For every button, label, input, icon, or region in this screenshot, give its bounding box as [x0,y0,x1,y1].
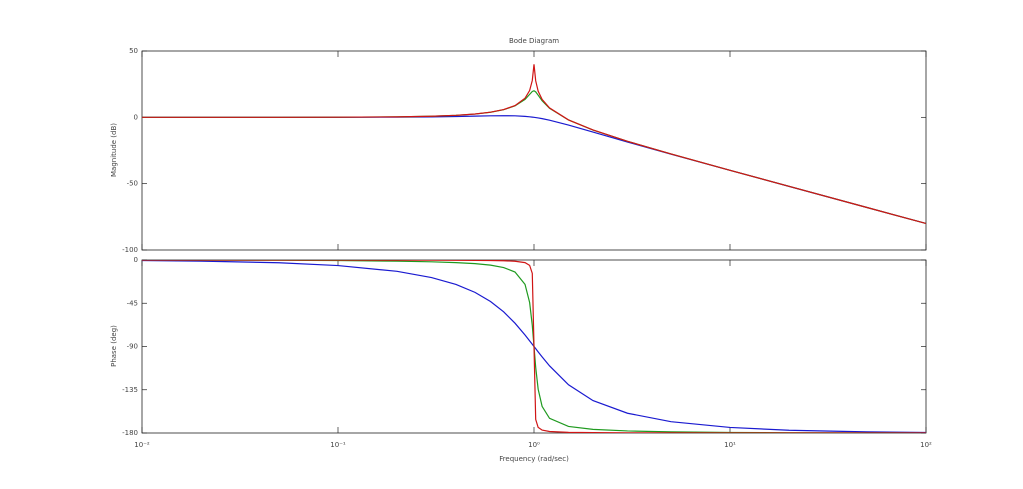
x-tick-label: 10⁰ [528,441,540,449]
y-tick-label: -90 [127,343,138,351]
x-axis-label: Frequency (rad/sec) [499,455,569,463]
series-line [142,260,926,433]
y-tick-label: -135 [122,386,138,394]
y-tick-label: 50 [129,47,138,55]
y-tick-label: -180 [122,429,138,437]
y-tick-label: -50 [127,180,138,188]
series-line [142,64,926,225]
series-line [142,260,926,433]
y-tick-label: 0 [134,256,138,264]
y-tick-label: -100 [122,246,138,254]
plot-frame [141,259,927,434]
y-tick-label: 0 [134,113,138,121]
x-tick-label: 10⁻² [134,441,150,449]
y-tick-label: -45 [127,299,138,307]
y-axis-label: Magnitude (dB) [110,123,118,177]
chart-title: Bode Diagram [509,37,559,45]
x-tick-label: 10² [920,441,932,449]
series-line [142,260,926,433]
plot-frame [141,50,927,251]
x-tick-label: 10¹ [724,441,736,449]
x-tick-label: 10⁻¹ [330,441,346,449]
y-axis-label: Phase (deg) [110,325,118,367]
